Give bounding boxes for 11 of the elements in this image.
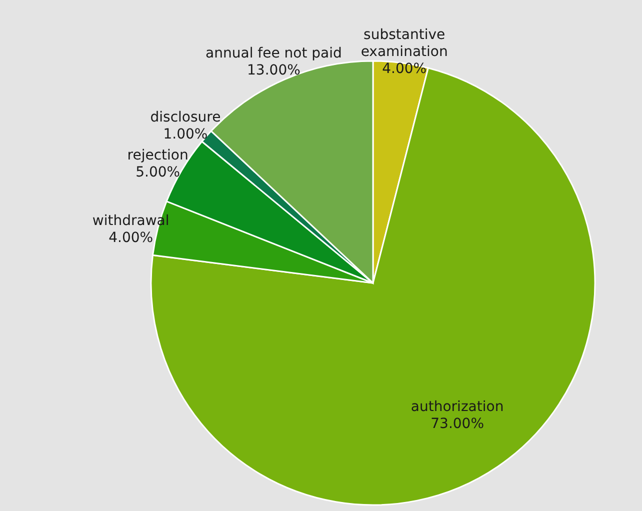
data-label: 73.00% bbox=[430, 416, 484, 432]
slice-label: rejection bbox=[127, 148, 188, 164]
data-label: 13.00% bbox=[247, 62, 300, 79]
data-label: 5.00% bbox=[136, 164, 180, 181]
slice-label: annual fee not paid bbox=[206, 46, 342, 62]
data-label: 4.00% bbox=[382, 60, 427, 77]
slice-label: disclosure bbox=[150, 110, 221, 126]
data-label: 1.00% bbox=[163, 126, 208, 143]
slice-label: authorization bbox=[410, 399, 504, 416]
slice-label: substantive examination bbox=[360, 26, 448, 60]
data-label: 4.00% bbox=[108, 230, 154, 246]
